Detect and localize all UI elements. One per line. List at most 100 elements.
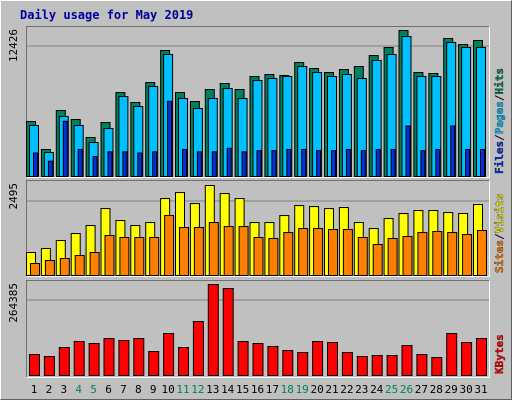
bar bbox=[420, 150, 426, 177]
bar bbox=[89, 252, 100, 277]
bar bbox=[208, 222, 219, 277]
bar bbox=[416, 354, 428, 376]
panel-bevel-dark bbox=[26, 280, 490, 378]
x-tick-label: 17 bbox=[266, 383, 279, 396]
bar bbox=[341, 352, 353, 377]
bar bbox=[178, 347, 189, 376]
legend-entry: Hits bbox=[493, 68, 506, 95]
bar bbox=[207, 284, 219, 376]
bar bbox=[179, 227, 189, 276]
bar bbox=[33, 152, 38, 177]
bar bbox=[44, 259, 55, 276]
bar bbox=[29, 354, 40, 376]
bar bbox=[462, 234, 473, 277]
legend-entry: KBytes bbox=[493, 334, 506, 374]
bar bbox=[461, 342, 473, 377]
legend: Files/Pages/Hits bbox=[493, 68, 506, 174]
bar bbox=[222, 288, 234, 376]
bar bbox=[122, 151, 128, 177]
bar bbox=[313, 228, 324, 277]
x-tick-label: 1 bbox=[31, 383, 38, 396]
x-tick-label: 18 bbox=[281, 383, 294, 396]
x-tick-label: 13 bbox=[206, 383, 219, 396]
bar bbox=[342, 229, 353, 276]
bar bbox=[297, 352, 309, 377]
bar bbox=[74, 255, 85, 277]
bar bbox=[193, 227, 204, 276]
x-tick-label: 26 bbox=[400, 383, 413, 396]
bar bbox=[386, 355, 398, 376]
legend: Sites/Visits bbox=[493, 194, 506, 274]
bar bbox=[371, 355, 383, 376]
bar bbox=[119, 237, 130, 277]
x-tick-label: 31 bbox=[474, 383, 487, 396]
bar bbox=[163, 333, 175, 376]
bar bbox=[196, 151, 202, 177]
legend-separator: / bbox=[493, 134, 506, 141]
bar bbox=[62, 120, 68, 177]
bar bbox=[402, 236, 413, 276]
bar bbox=[282, 350, 294, 377]
bar bbox=[256, 150, 262, 177]
bar bbox=[133, 338, 145, 377]
x-tick-label: 21 bbox=[325, 383, 338, 396]
x-tick-label: 14 bbox=[221, 383, 235, 396]
bar bbox=[312, 341, 324, 376]
bar bbox=[223, 226, 234, 276]
legend-entry: Files bbox=[493, 141, 506, 174]
bar bbox=[192, 321, 204, 377]
bar bbox=[167, 100, 173, 177]
bar bbox=[331, 150, 336, 177]
bar bbox=[387, 238, 398, 276]
panel-bevel-dark bbox=[26, 180, 490, 277]
bar bbox=[271, 150, 277, 177]
bar bbox=[152, 151, 158, 177]
legend-separator: / bbox=[493, 94, 506, 101]
bar bbox=[59, 258, 70, 276]
panel-bevel-light bbox=[26, 26, 490, 178]
bar bbox=[345, 148, 351, 177]
legend-entry: Sites bbox=[493, 240, 506, 273]
x-tick-label: 2 bbox=[46, 383, 53, 396]
bar bbox=[182, 148, 187, 177]
x-tick-label: 24 bbox=[370, 383, 384, 396]
bar bbox=[88, 343, 100, 376]
x-tick-label: 27 bbox=[415, 383, 428, 396]
bar bbox=[405, 125, 411, 178]
x-tick-label: 10 bbox=[161, 383, 174, 396]
bar bbox=[268, 238, 279, 276]
legend-entry: Pages bbox=[493, 101, 506, 134]
bar bbox=[226, 147, 232, 177]
x-tick-label: 30 bbox=[459, 383, 472, 396]
bar bbox=[283, 232, 294, 276]
x-tick-label: 29 bbox=[445, 383, 458, 396]
bar bbox=[267, 346, 279, 377]
bar bbox=[476, 338, 487, 377]
bar bbox=[164, 215, 175, 276]
bar bbox=[149, 237, 160, 277]
bar bbox=[134, 237, 145, 277]
bar bbox=[417, 232, 428, 276]
bar bbox=[137, 152, 143, 177]
y-tick-label: 12426 bbox=[7, 29, 20, 62]
y-tick-label: 264385 bbox=[7, 283, 20, 323]
bar bbox=[92, 156, 98, 178]
bar bbox=[103, 338, 115, 377]
x-tick-label: 3 bbox=[60, 383, 67, 396]
bar bbox=[356, 356, 368, 377]
bar bbox=[77, 148, 83, 177]
bar bbox=[148, 351, 160, 376]
x-tick-label: 15 bbox=[236, 383, 249, 396]
legend-entry: Visits bbox=[493, 194, 506, 234]
x-tick-label: 6 bbox=[105, 383, 112, 396]
x-tick-label: 9 bbox=[150, 383, 157, 396]
bar bbox=[252, 343, 264, 376]
bar bbox=[357, 237, 368, 277]
bar bbox=[298, 228, 309, 277]
bar bbox=[241, 151, 247, 177]
bar bbox=[58, 347, 70, 376]
bar bbox=[286, 148, 292, 177]
x-tick-label: 23 bbox=[355, 383, 368, 396]
